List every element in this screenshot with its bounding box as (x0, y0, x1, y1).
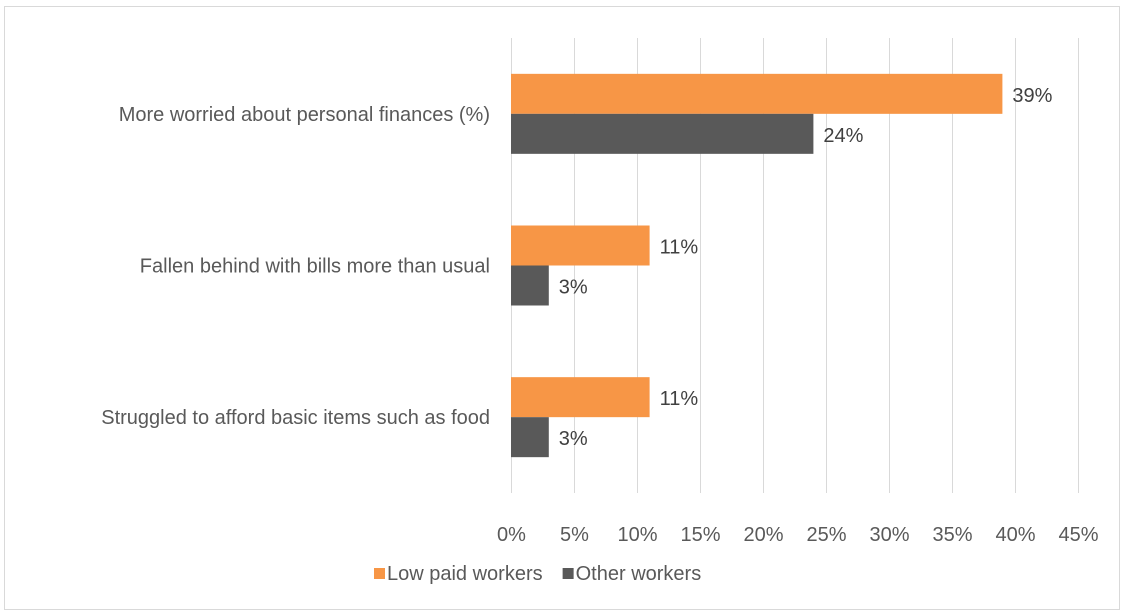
data-label: 11% (660, 388, 699, 410)
legend-label: Other workers (576, 563, 702, 585)
legend-swatch (374, 568, 385, 579)
bar-other (511, 113, 814, 154)
x-tick-label: 45% (1058, 524, 1098, 546)
data-label: 24% (823, 125, 863, 147)
category-label: More worried about personal finances (%) (119, 104, 490, 126)
data-label: 3% (559, 277, 588, 299)
x-tick-label: 10% (617, 524, 657, 546)
x-tick-label: 0% (497, 524, 526, 546)
x-tick-label: 30% (869, 524, 909, 546)
x-tick-label: 15% (680, 524, 720, 546)
data-label: 39% (1012, 85, 1052, 107)
legend-swatch (562, 568, 574, 579)
data-label: 11% (660, 237, 699, 259)
category-label: Fallen behind with bills more than usual (140, 256, 490, 278)
legend-label: Low paid workers (387, 563, 543, 585)
legend: Low paid workers Other workers (374, 563, 701, 585)
data-label: 3% (559, 428, 588, 450)
x-tick-label: 20% (743, 524, 783, 546)
bars (511, 73, 1003, 458)
x-tick-label: 35% (932, 524, 972, 546)
bar-low-paid (511, 73, 1003, 114)
bar-other (511, 265, 549, 306)
x-tick-label: 5% (560, 524, 589, 546)
bar-low-paid (511, 225, 650, 266)
labels: 0% 5% 10% 15% 20% 25% 30% 35% 40% 45% More worried… (101, 85, 1098, 546)
x-tick-label: 25% (806, 524, 846, 546)
bar-other (511, 417, 549, 458)
category-label: Struggled to afford basic items such as … (101, 407, 490, 429)
x-tick-label: 40% (995, 524, 1035, 546)
bar-low-paid (511, 377, 650, 418)
